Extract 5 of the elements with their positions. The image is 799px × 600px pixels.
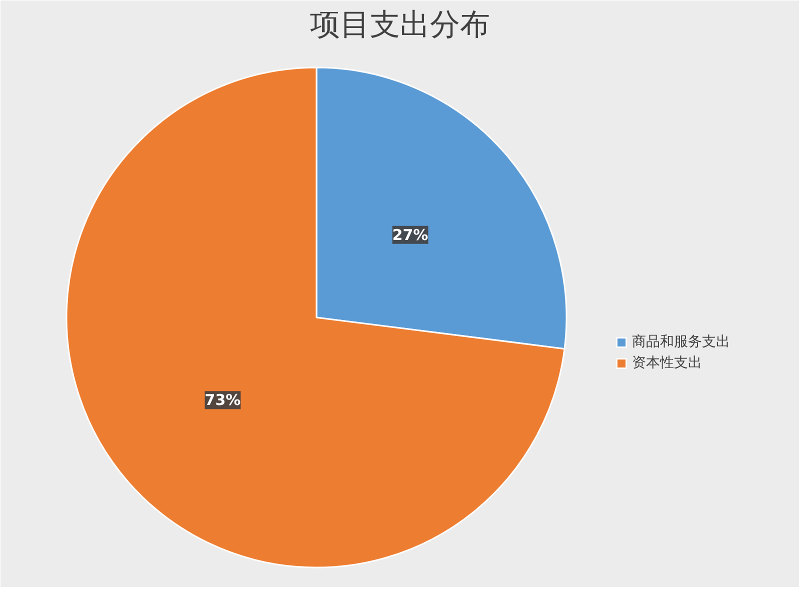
data-label: 27% — [392, 226, 428, 244]
legend-label: 商品和服务支出 — [632, 333, 730, 351]
chart-title: 项目支出分布 — [310, 8, 490, 42]
data-label: 73% — [204, 391, 241, 410]
legend-label: 资本性支出 — [632, 354, 702, 372]
